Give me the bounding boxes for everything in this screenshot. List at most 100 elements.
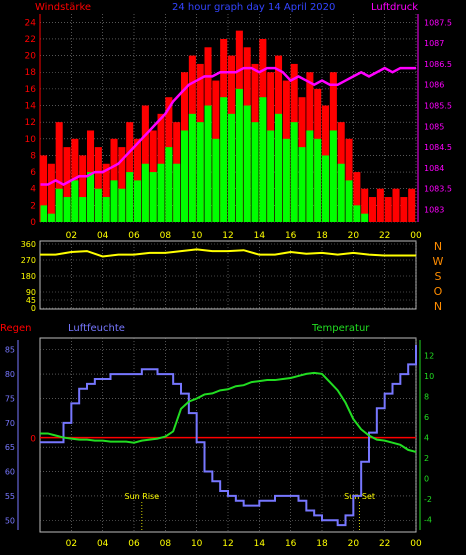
wind-average-bar xyxy=(47,213,55,222)
wind-x-tick-label: 20 xyxy=(348,231,360,241)
wind-x-tick-label: 22 xyxy=(379,231,390,241)
humidity-x-tick-label: 02 xyxy=(66,539,77,549)
pressure-y-tick-label: 1084.5 xyxy=(424,143,452,152)
humidity-y-tick-label: 75 xyxy=(5,394,15,403)
pressure-y-tick-label: 1083 xyxy=(424,206,444,215)
temperature-y-tick-label: 0 xyxy=(424,475,429,484)
wind-x-tick-label: 14 xyxy=(254,231,266,241)
wind-gust-bar xyxy=(400,197,408,222)
humidity-x-tick-label: 18 xyxy=(316,539,328,549)
wind-average-bar xyxy=(337,163,345,222)
wind-gust-bar xyxy=(63,147,71,222)
wind-average-bar xyxy=(204,105,212,222)
temperature-line xyxy=(40,371,417,453)
humidity-line xyxy=(40,344,417,527)
wind-y-tick-label: 16 xyxy=(25,85,37,95)
wind-average-bar xyxy=(181,130,189,222)
wind-direction-line xyxy=(40,248,416,258)
pressure-y-tick-label: 1087 xyxy=(424,39,444,48)
humidity-y-tick-label: 65 xyxy=(5,443,15,452)
pressure-y-tick-label: 1085.5 xyxy=(424,102,452,111)
wind-average-bar xyxy=(329,130,337,222)
wind-gust-bar xyxy=(369,197,377,222)
wind-average-bar xyxy=(290,122,298,222)
wind-average-bar xyxy=(188,113,196,222)
wind-average-bar xyxy=(345,180,353,222)
temperature-y-tick-label: 6 xyxy=(424,413,429,422)
wind-average-bar xyxy=(361,213,369,222)
pressure-y-tick-label: 1084 xyxy=(424,164,444,173)
temperature-y-tick-label: 10 xyxy=(424,372,434,381)
pressure-y-axis: 1083 1083.5 1084 1084.5 1085 1085.5 1086 1086.5… xyxy=(417,14,452,222)
humidity-x-tick-label: 12 xyxy=(222,539,233,549)
pressure-series xyxy=(40,66,416,186)
rain-axis-title: Regen xyxy=(0,323,32,334)
wind-average-bar xyxy=(243,105,251,222)
wind-gust-bar xyxy=(118,147,126,222)
temperature-axis-title: Temperatur xyxy=(311,323,370,334)
wind-average-bar xyxy=(126,172,134,222)
wind-average-bar xyxy=(173,163,181,222)
direction-y-tick-label: 90 xyxy=(26,288,36,297)
wind-average-bar xyxy=(353,205,361,222)
wind-average-bar xyxy=(298,147,306,222)
wind-average-bar xyxy=(110,180,118,222)
wind-x-tick-label: 10 xyxy=(191,231,203,241)
humidity-x-tick-label: 16 xyxy=(285,539,297,549)
wind-average-bar xyxy=(134,180,142,222)
wind-gust-bar xyxy=(47,163,55,222)
sun-rise-label: Sun Rise xyxy=(125,492,160,501)
wind-y-tick-label: 4 xyxy=(30,185,36,195)
wind-y-tick-label: 22 xyxy=(25,35,36,45)
wind-gust-bar xyxy=(392,188,400,222)
wind-average-bar xyxy=(212,138,220,222)
wind-average-bar xyxy=(149,172,157,222)
wind-average-bar xyxy=(87,172,95,222)
wind-average-bar xyxy=(251,122,259,222)
direction-y-tick-label: 180 xyxy=(21,272,36,281)
temperature-y-tick-label: 4 xyxy=(424,434,429,443)
humidity-y-tick-label: 85 xyxy=(5,346,15,355)
wind-gust-bar xyxy=(40,155,48,222)
wind-x-tick-label: 04 xyxy=(97,231,109,241)
compass-label: N xyxy=(434,240,442,253)
temperature-y-tick-label: -2 xyxy=(424,495,432,504)
wind-gust-bar xyxy=(102,163,110,222)
direction-y-tick-label: 45 xyxy=(26,296,36,305)
wind-x-tick-label: 00 xyxy=(410,231,422,241)
wind-average-bar xyxy=(196,122,204,222)
wind-average-bar xyxy=(157,163,165,222)
wind-x-axis: 02 04 06 08 10 12 14 16 18 20 22 00 xyxy=(66,231,422,241)
wind-y-tick-label: 10 xyxy=(25,135,37,145)
temperature-y-tick-label: -4 xyxy=(424,516,432,525)
wind-y-tick-label: 8 xyxy=(30,151,36,161)
humidity-temperature-series xyxy=(40,344,417,527)
wind-x-tick-label: 18 xyxy=(316,231,328,241)
wind-gust-bar xyxy=(55,122,63,222)
pressure-line xyxy=(40,66,416,186)
compass-label: W xyxy=(433,255,444,268)
wind-average-bar xyxy=(165,147,173,222)
wind-gust-bar xyxy=(79,155,87,222)
temperature-y-tick-label: 2 xyxy=(424,454,429,463)
humidity-y-tick-label: 55 xyxy=(5,492,15,501)
wind-y-tick-label: 0 xyxy=(30,218,36,228)
humidity-x-tick-label: 08 xyxy=(160,539,172,549)
wind-gust-bar xyxy=(384,197,392,222)
wind-y-tick-label: 24 xyxy=(25,18,37,28)
wind-x-tick-label: 02 xyxy=(66,231,77,241)
wind-y-tick-label: 20 xyxy=(25,52,37,62)
rain-y-tick-label: 0 xyxy=(30,435,36,445)
wind-x-tick-label: 12 xyxy=(222,231,233,241)
wind-y-tick-label: 14 xyxy=(25,102,37,112)
wind-y-tick-label: 6 xyxy=(30,168,36,178)
direction-y-tick-label: 270 xyxy=(21,256,36,265)
humidity-x-tick-label: 22 xyxy=(379,539,390,549)
wind-direction-grid xyxy=(40,241,417,309)
